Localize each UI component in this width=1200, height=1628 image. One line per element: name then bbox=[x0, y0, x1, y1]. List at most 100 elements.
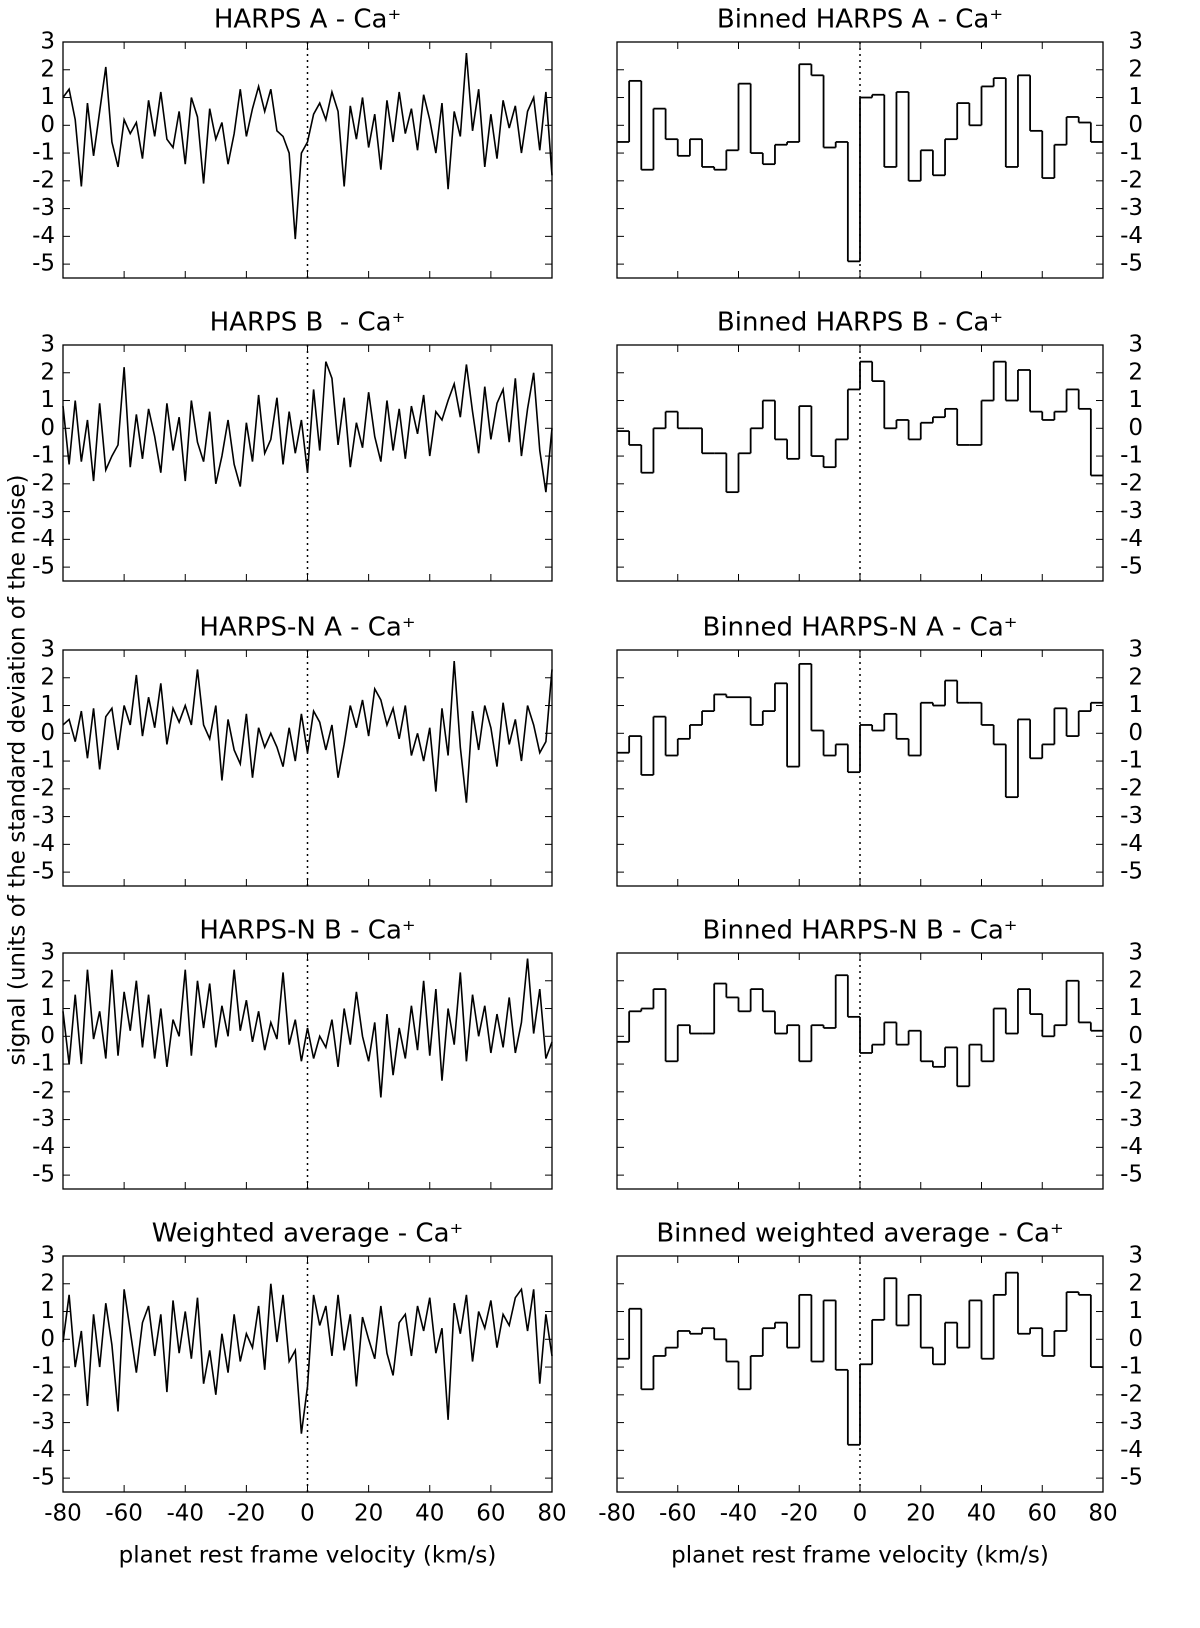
y-tick-label: 0 bbox=[40, 415, 55, 441]
y-tick-label: 0 bbox=[1128, 1023, 1143, 1049]
y-tick-label: 1 bbox=[1128, 692, 1143, 718]
y-tick-label: -5 bbox=[1120, 859, 1143, 885]
plot-frame bbox=[62, 344, 553, 582]
y-tick-label: 3 bbox=[40, 637, 55, 663]
y-tick-label: 1 bbox=[1128, 387, 1143, 413]
y-tick-label: -4 bbox=[1120, 831, 1143, 857]
plot-frame bbox=[62, 952, 553, 1190]
y-tick-label: -2 bbox=[32, 1078, 55, 1104]
y-tick-label: -2 bbox=[32, 1381, 55, 1407]
panel-title: Binned HARPS B - Ca⁺ bbox=[717, 308, 1003, 338]
y-tick-label: -4 bbox=[1120, 1134, 1143, 1160]
panel-title: Binned HARPS-N B - Ca⁺ bbox=[702, 916, 1017, 946]
y-tick-label: -5 bbox=[32, 554, 55, 580]
panel-title: Binned HARPS A - Ca⁺ bbox=[717, 5, 1003, 35]
y-tick-label: -5 bbox=[1120, 1465, 1143, 1491]
x-tick-label: 80 bbox=[537, 1501, 566, 1527]
y-tick-label: 1 bbox=[40, 692, 55, 718]
y-tick-label: -4 bbox=[1120, 526, 1143, 552]
x-axis-label: planet rest frame velocity (km/s) bbox=[119, 1543, 497, 1569]
y-tick-label: -2 bbox=[1120, 1381, 1143, 1407]
y-tick-label: -3 bbox=[32, 1106, 55, 1132]
y-tick-label: 1 bbox=[40, 995, 55, 1021]
y-tick-label: -5 bbox=[32, 1465, 55, 1491]
x-tick-label: 20 bbox=[354, 1501, 383, 1527]
y-tick-label: -4 bbox=[32, 526, 55, 552]
y-tick-label: -1 bbox=[32, 1354, 55, 1380]
x-tick-label: 80 bbox=[1088, 1501, 1117, 1527]
y-tick-label: -5 bbox=[32, 1162, 55, 1188]
y-tick-label: 2 bbox=[40, 359, 55, 385]
plot-frame bbox=[616, 952, 1104, 1190]
y-tick-label: 2 bbox=[40, 1270, 55, 1296]
y-tick-label: -1 bbox=[1120, 443, 1143, 469]
y-tick-label: 1 bbox=[40, 1298, 55, 1324]
y-tick-label: -1 bbox=[32, 1051, 55, 1077]
y-tick-label: 1 bbox=[1128, 1298, 1143, 1324]
y-tick-label: -1 bbox=[32, 443, 55, 469]
y-tick-label: 2 bbox=[40, 56, 55, 82]
plot-frame bbox=[62, 649, 553, 887]
y-tick-label: -2 bbox=[1120, 470, 1143, 496]
y-tick-label: -5 bbox=[32, 859, 55, 885]
y-tick-label: 3 bbox=[1128, 940, 1143, 966]
plot-frame bbox=[62, 1255, 553, 1493]
y-tick-label: -4 bbox=[32, 1437, 55, 1463]
data-line bbox=[62, 361, 553, 493]
panel-title: HARPS-N B - Ca⁺ bbox=[199, 916, 415, 946]
x-tick-label: 40 bbox=[415, 1501, 444, 1527]
y-tick-label: -3 bbox=[1120, 195, 1143, 221]
x-tick-label: 60 bbox=[1028, 1501, 1057, 1527]
y-tick-label: 0 bbox=[40, 1326, 55, 1352]
y-tick-label: -1 bbox=[1120, 1051, 1143, 1077]
y-tick-label: -3 bbox=[1120, 1106, 1143, 1132]
y-tick-label: -2 bbox=[1120, 1078, 1143, 1104]
y-tick-label: 2 bbox=[1128, 664, 1143, 690]
x-tick-label: 0 bbox=[853, 1501, 868, 1527]
x-tick-label: 60 bbox=[476, 1501, 505, 1527]
panel-title: Binned HARPS-N A - Ca⁺ bbox=[703, 613, 1018, 643]
y-tick-label: -2 bbox=[32, 167, 55, 193]
y-tick-label: -1 bbox=[1120, 1354, 1143, 1380]
x-tick-label: 40 bbox=[967, 1501, 996, 1527]
plot-frame bbox=[616, 344, 1104, 582]
y-tick-label: 0 bbox=[1128, 720, 1143, 746]
y-axis-label: signal (units of the standard deviation … bbox=[5, 475, 31, 1066]
y-tick-label: -3 bbox=[32, 195, 55, 221]
y-tick-label: -2 bbox=[1120, 167, 1143, 193]
data-line bbox=[62, 958, 553, 1098]
y-tick-label: 3 bbox=[1128, 332, 1143, 358]
x-tick-label: 20 bbox=[906, 1501, 935, 1527]
y-tick-label: -5 bbox=[1120, 251, 1143, 277]
panel-title: HARPS A - Ca⁺ bbox=[214, 5, 401, 35]
x-tick-label: 0 bbox=[300, 1501, 315, 1527]
y-tick-label: 3 bbox=[1128, 637, 1143, 663]
x-tick-label: -60 bbox=[659, 1501, 697, 1527]
plot-frame bbox=[616, 1255, 1104, 1493]
y-tick-label: 0 bbox=[1128, 1326, 1143, 1352]
x-tick-label: -40 bbox=[720, 1501, 758, 1527]
data-line bbox=[62, 1283, 553, 1434]
y-tick-label: 2 bbox=[1128, 967, 1143, 993]
y-tick-label: -4 bbox=[32, 831, 55, 857]
y-tick-label: -1 bbox=[1120, 748, 1143, 774]
y-tick-label: 2 bbox=[1128, 56, 1143, 82]
y-tick-label: -1 bbox=[1120, 140, 1143, 166]
y-tick-label: 0 bbox=[40, 1023, 55, 1049]
x-axis-label: planet rest frame velocity (km/s) bbox=[671, 1543, 1049, 1569]
y-tick-label: 1 bbox=[1128, 84, 1143, 110]
panel-title: Weighted average - Ca⁺ bbox=[152, 1219, 464, 1249]
data-line bbox=[62, 53, 553, 240]
y-tick-label: -3 bbox=[32, 1409, 55, 1435]
plot-frame bbox=[62, 41, 553, 279]
y-tick-label: 1 bbox=[40, 387, 55, 413]
y-tick-label: -3 bbox=[32, 498, 55, 524]
y-tick-label: -5 bbox=[1120, 1162, 1143, 1188]
y-tick-label: -3 bbox=[1120, 803, 1143, 829]
y-tick-label: 0 bbox=[40, 720, 55, 746]
y-tick-label: 3 bbox=[40, 29, 55, 55]
x-tick-label: -60 bbox=[105, 1501, 143, 1527]
y-tick-label: 0 bbox=[1128, 112, 1143, 138]
y-tick-label: -4 bbox=[32, 1134, 55, 1160]
panel-title: HARPS-N A - Ca⁺ bbox=[199, 613, 415, 643]
